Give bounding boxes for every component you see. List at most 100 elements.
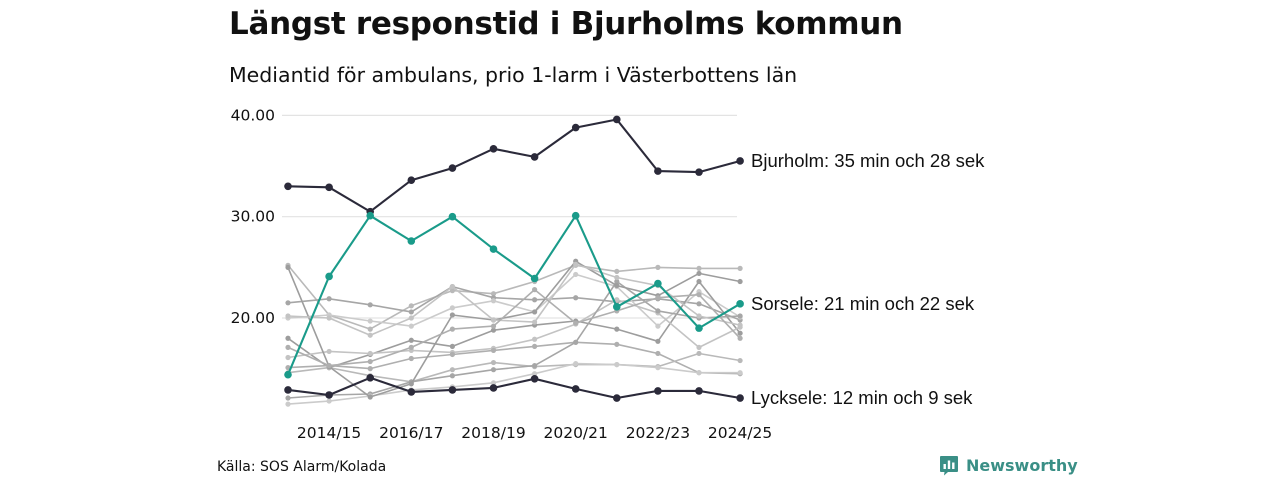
series-line-other	[287, 288, 741, 367]
data-point-other	[614, 282, 620, 289]
data-point-other	[326, 363, 332, 369]
data-point-other	[532, 363, 538, 369]
data-point-other	[532, 287, 538, 293]
data-point-other	[614, 268, 620, 275]
data-point-other	[696, 344, 702, 350]
data-point-other	[532, 297, 538, 303]
series-label-lycksele: Lycksele: 12 min och 9 sek	[751, 387, 973, 408]
data-point-other	[655, 295, 661, 301]
data-point-other	[655, 350, 661, 357]
data-point-bjurholm	[407, 176, 416, 185]
data-point-other	[408, 381, 414, 387]
data-point-other	[367, 302, 373, 308]
data-point-bjurholm	[284, 182, 292, 191]
data-point-other	[449, 343, 455, 349]
data-point-bjurholm	[695, 168, 703, 176]
data-point-other	[326, 348, 332, 355]
series-line-other	[287, 298, 741, 359]
data-point-other	[449, 367, 455, 373]
data-point-other	[737, 370, 743, 376]
data-point-other	[367, 366, 373, 372]
series-line-other	[287, 273, 741, 327]
data-point-lycksele	[284, 386, 292, 394]
newsworthy-logo[interactable]: Newsworthy	[939, 455, 1078, 476]
data-point-other	[655, 308, 661, 314]
data-point-other	[614, 274, 620, 281]
data-point-bjurholm	[736, 157, 744, 165]
data-point-other	[449, 283, 455, 290]
data-point-lycksele	[695, 387, 703, 395]
data-point-other	[573, 261, 579, 267]
data-point-other	[655, 365, 661, 371]
data-point-lycksele	[571, 385, 580, 393]
data-point-other	[449, 312, 455, 318]
series-line-sorsele	[286, 214, 742, 376]
data-point-other	[285, 354, 291, 361]
data-point-other	[285, 264, 291, 270]
data-point-other	[408, 323, 414, 329]
data-point-other	[573, 320, 579, 326]
data-point-lycksele	[736, 394, 744, 402]
data-point-other	[326, 296, 332, 302]
data-point-other	[614, 278, 620, 285]
data-point-other	[490, 380, 497, 386]
data-point-sorsele	[613, 303, 621, 311]
data-point-other	[490, 359, 497, 366]
data-point-bjurholm	[489, 145, 498, 153]
series-line-other	[287, 280, 741, 399]
data-point-other	[696, 265, 702, 271]
series-line-other	[287, 280, 741, 369]
data-point-other	[408, 355, 414, 362]
data-point-other	[737, 265, 743, 271]
data-point-other	[737, 313, 743, 319]
data-point-other	[449, 326, 455, 332]
data-point-sorsele	[284, 370, 292, 379]
series-line-other	[287, 264, 741, 330]
data-point-other	[449, 305, 455, 311]
x-tick-label: 2024/25	[708, 424, 772, 442]
chart-title: Längst responstid i Bjurholms kommun	[229, 6, 903, 42]
y-tick-label: 20.00	[231, 309, 275, 327]
data-point-other	[655, 323, 661, 329]
data-point-other	[614, 361, 620, 368]
data-point-other	[655, 264, 661, 270]
data-point-other	[449, 288, 455, 294]
data-point-other	[737, 335, 743, 341]
y-tick-label: 40.00	[231, 106, 275, 124]
data-point-other	[490, 291, 497, 297]
data-point-other	[490, 367, 497, 373]
data-point-other	[655, 338, 661, 344]
data-point-lycksele	[489, 384, 498, 392]
data-point-lycksele	[366, 373, 375, 382]
brand-name: Newsworthy	[966, 456, 1078, 475]
data-point-other	[490, 323, 497, 329]
data-point-bjurholm	[325, 183, 333, 192]
data-point-sorsele	[654, 279, 662, 288]
data-point-sorsele	[325, 272, 333, 281]
data-point-sorsele	[366, 211, 375, 220]
data-point-other	[408, 315, 414, 321]
newsworthy-logo-icon	[940, 456, 958, 476]
data-point-lycksele	[654, 387, 662, 395]
data-point-other	[490, 317, 497, 323]
data-point-other	[367, 332, 373, 338]
x-tick-label: 2018/19	[461, 424, 525, 442]
data-point-other	[285, 335, 291, 341]
data-point-sorsele	[736, 300, 744, 308]
data-point-other	[449, 351, 455, 358]
data-point-other	[573, 360, 579, 367]
data-point-other	[408, 309, 414, 315]
data-point-sorsele	[695, 324, 703, 332]
data-point-other	[326, 398, 332, 404]
data-point-other	[573, 339, 579, 345]
y-tick-label: 30.00	[231, 208, 275, 226]
data-point-other	[408, 303, 414, 309]
data-point-other	[614, 341, 620, 347]
data-point-other	[573, 295, 579, 301]
x-tick-label: 2016/17	[379, 424, 443, 442]
data-point-other	[696, 292, 702, 298]
data-point-other	[737, 278, 743, 285]
data-point-bjurholm	[571, 123, 580, 132]
data-point-other	[367, 350, 373, 357]
data-point-other	[532, 309, 538, 315]
